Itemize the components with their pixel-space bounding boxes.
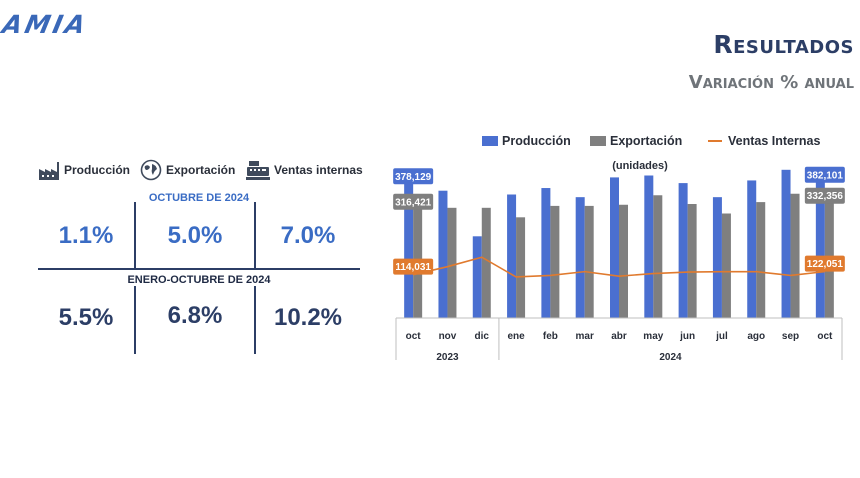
bar-exportacion [790, 193, 800, 318]
bar-exportacion [653, 195, 663, 318]
data-label: 316,421 [395, 197, 432, 208]
bar-produccion [438, 190, 448, 318]
x-tick-label: feb [543, 331, 558, 342]
bar-produccion [712, 197, 722, 318]
bar-exportacion [413, 197, 423, 318]
bar-produccion [815, 172, 825, 318]
bar-produccion [610, 177, 619, 318]
factory-icon [39, 162, 59, 180]
unit-label: (unidades) [612, 160, 668, 172]
divider [38, 268, 360, 270]
x-tick-label: nov [439, 331, 457, 342]
kpi-ytd-exportacion: 6.8% [167, 302, 223, 329]
x-tick-label: jun [679, 331, 695, 342]
legend-produccion-label: Producción [64, 163, 131, 177]
divider [134, 202, 136, 268]
legend-produccion: Producción [38, 155, 130, 185]
legend-swatch [590, 136, 606, 146]
data-label-box [804, 166, 845, 183]
bar-exportacion [824, 191, 834, 318]
kpi-oct-produccion: 1.1% [58, 222, 114, 249]
data-label-box [393, 168, 434, 185]
year-label: 2024 [659, 352, 682, 363]
x-tick-label: jul [715, 331, 728, 342]
bar-exportacion [481, 207, 491, 318]
bar-produccion [575, 197, 585, 318]
x-tick-label: mar [576, 331, 594, 342]
legend-exportacion-label: Exportación [166, 163, 236, 177]
legend-label: Exportación [610, 134, 682, 148]
kpi-ytd-ventas: 10.2% [273, 304, 343, 331]
bar-produccion [678, 183, 688, 318]
data-label-box [393, 258, 434, 275]
legend-label: Ventas Internas [728, 134, 820, 148]
x-tick-label: ene [507, 331, 525, 342]
bar-exportacion [619, 204, 628, 318]
x-tick-label: may [643, 331, 663, 342]
x-tick-label: oct [406, 331, 422, 342]
page-subtitle: Variación % anual [688, 72, 854, 93]
bar-exportacion [516, 217, 526, 318]
bar-produccion [644, 175, 654, 318]
cash-register-icon [246, 161, 270, 180]
data-label-box [804, 255, 845, 272]
summary-legend: Producción Exportación Ventas internas [38, 155, 363, 185]
divider [254, 286, 256, 354]
amia-logo: AMIA [0, 10, 91, 39]
legend-swatch [482, 136, 498, 146]
legend-exportacion: Exportación [140, 155, 235, 185]
legend-label: Producción [502, 134, 571, 148]
bar-exportacion [687, 204, 697, 318]
data-label-box [804, 187, 845, 204]
x-tick-label: dic [475, 331, 490, 342]
bar-produccion [507, 194, 517, 318]
bar-exportacion [584, 205, 594, 318]
legend-ventas-label: Ventas internas [274, 163, 363, 177]
bar-exportacion [447, 207, 457, 318]
data-label: 382,101 [807, 170, 844, 181]
bar-produccion [541, 188, 551, 318]
x-tick-label: oct [817, 331, 833, 342]
year-label: 2023 [436, 352, 459, 363]
period1-title: OCTUBRE DE 2024 [148, 192, 250, 204]
bar-exportacion [756, 202, 766, 318]
x-tick-label: sep [782, 331, 799, 342]
kpi-oct-ventas: 7.0% [280, 222, 336, 249]
page-title: Resultados [713, 30, 854, 59]
line-ventas-internas [412, 256, 825, 278]
bar-produccion [747, 180, 757, 318]
bar-exportacion [721, 213, 731, 318]
bar-exportacion [550, 205, 560, 318]
data-label: 378,129 [395, 172, 432, 183]
production-chart: Producción Exportación Ventas Internas (uni… [393, 134, 845, 363]
bar-produccion [781, 169, 791, 318]
kpi-oct-exportacion: 5.0% [167, 222, 223, 249]
data-label: 114,031 [395, 262, 431, 273]
x-tick-label: abr [611, 331, 627, 342]
divider [254, 202, 256, 268]
x-tick-label: ago [747, 331, 765, 342]
bar-produccion [472, 236, 482, 318]
legend-ventas: Ventas internas [246, 155, 363, 185]
data-label-box [393, 193, 434, 210]
period2-title: ENERO-OCTUBRE DE 2024 [127, 274, 271, 286]
data-label: 122,051 [807, 259, 844, 270]
globe-icon [140, 159, 162, 181]
kpi-ytd-produccion: 5.5% [58, 304, 114, 331]
divider [134, 286, 136, 354]
summary-panel: OCTUBRE DE 2024 1.1% 5.0% 7.0% ENERO-OCT… [38, 192, 360, 354]
data-label: 332,356 [807, 191, 844, 202]
bar-produccion [404, 174, 414, 318]
